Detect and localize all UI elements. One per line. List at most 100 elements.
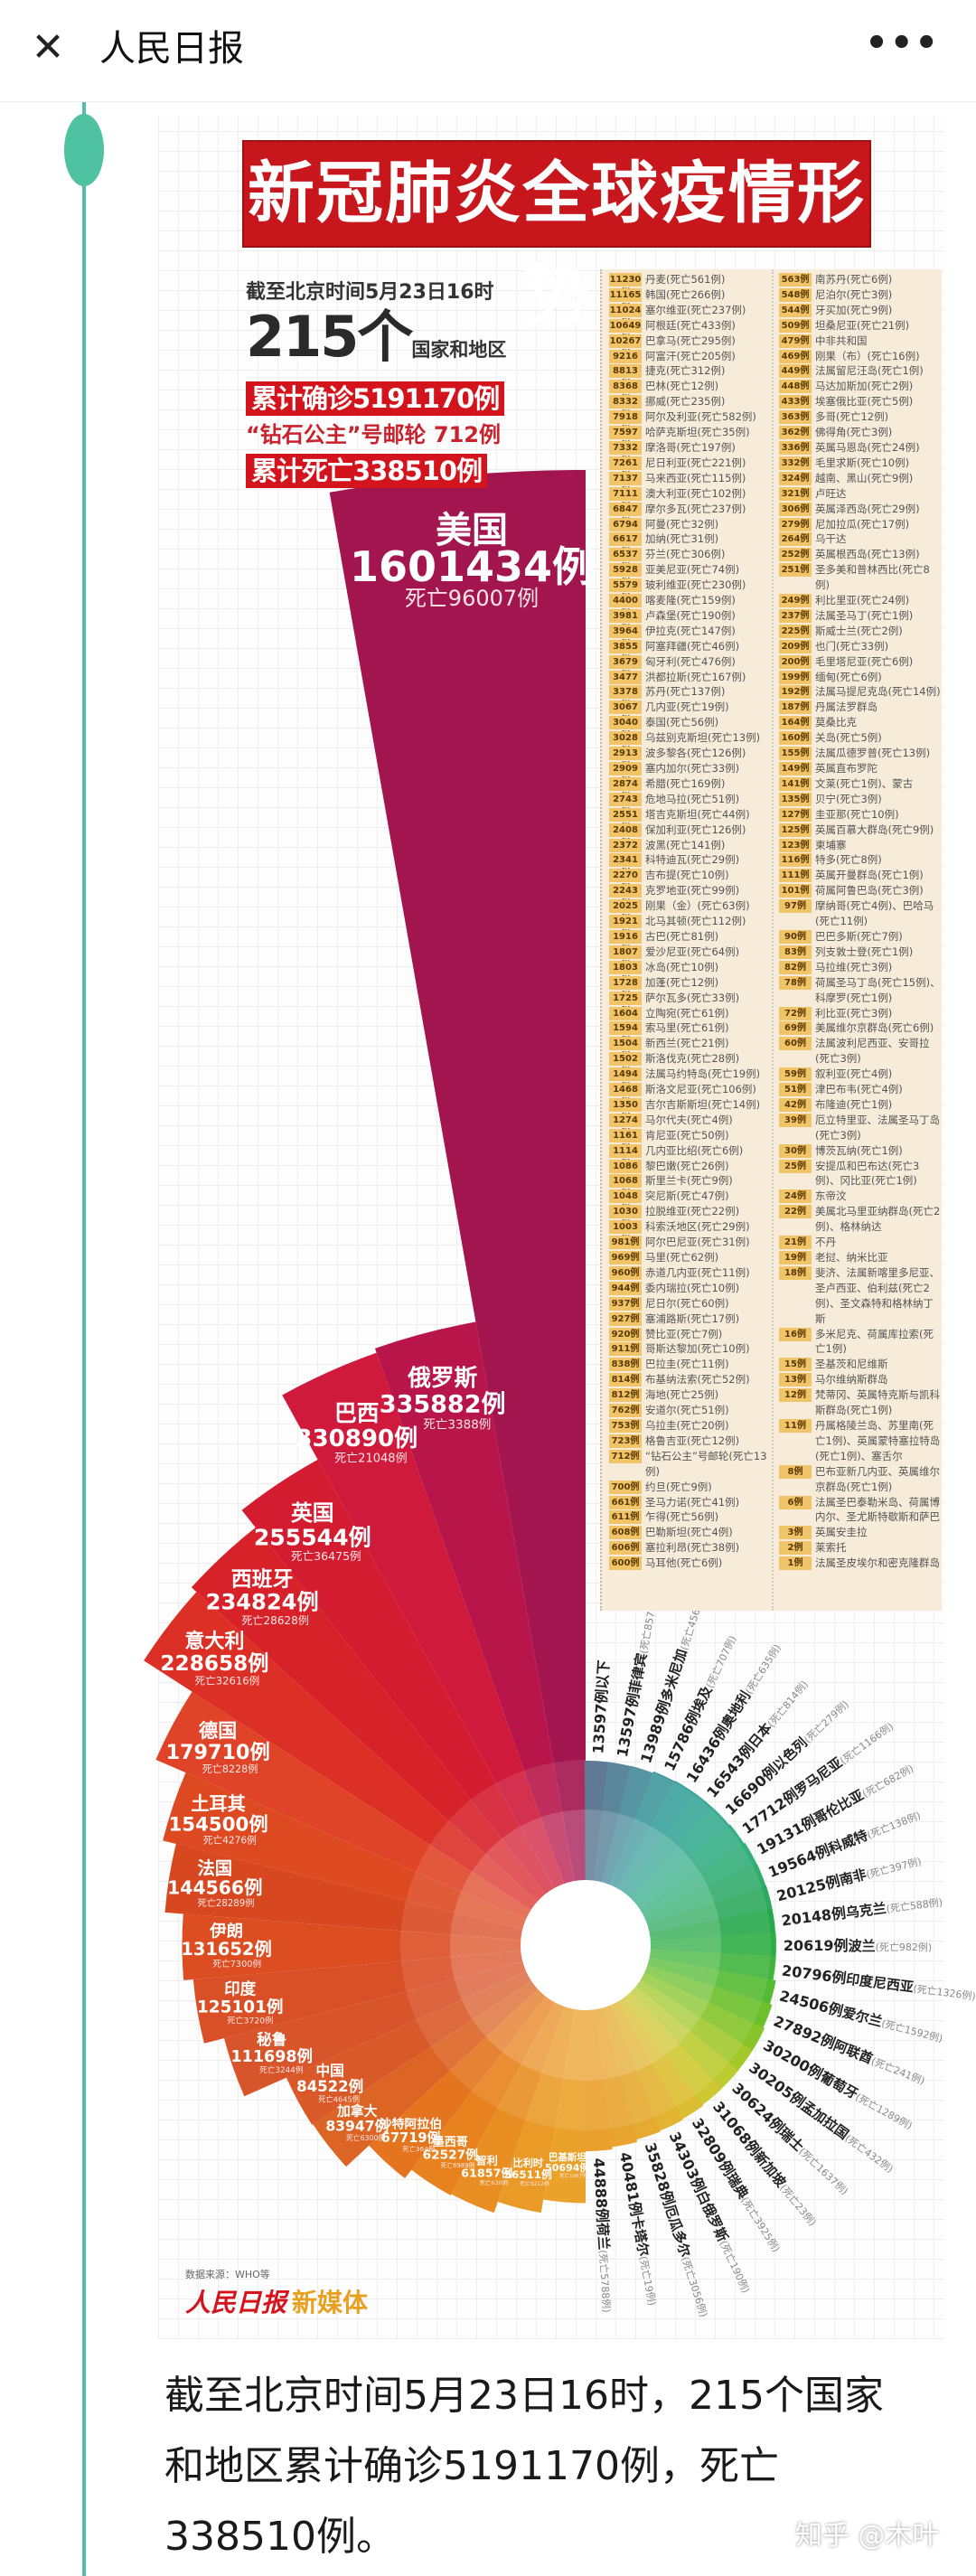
segment-death-count: 死亡3244例 (259, 2064, 304, 2075)
segment-case-count: 154500例 (168, 1813, 267, 1836)
case-count-badge: 3028例 (609, 731, 642, 757)
case-count-badge: 10267例 (609, 334, 642, 360)
country-label: 英属马恩岛(死亡24例) (815, 440, 920, 454)
case-count-badge: 332例 (779, 456, 812, 470)
case-count-badge: 3067例 (609, 700, 642, 726)
country-label: 尼日尔(死亡60例) (645, 1296, 729, 1310)
case-count-badge: 448例 (779, 380, 812, 394)
country-label: 塞浦路斯(死亡17例) (645, 1312, 740, 1325)
radial-label-cases: 40481例 (616, 2150, 645, 2217)
table-row: 1048例突尼斯(死亡47例) (609, 1189, 772, 1215)
country-label: 捷克(死亡312例) (645, 364, 726, 378)
case-count-badge: 1114例 (609, 1143, 642, 1170)
country-label: 梵蒂冈、英属特克斯与凯科斯群岛(死亡1例) (815, 1388, 940, 1417)
case-count-badge: 2341例 (609, 853, 642, 879)
country-label: 布隆迪(死亡1例) (815, 1097, 893, 1111)
country-label: 新西兰(死亡21例) (645, 1037, 729, 1050)
segment-country-name: 沙特阿拉伯 (380, 2116, 443, 2131)
table-row: 225例 斯威士兰(死亡2例) (779, 624, 942, 639)
case-count-badge: 60例 (779, 1037, 812, 1051)
country-label: 摩洛哥(死亡197例) (645, 440, 736, 454)
country-label: 美属维尔京群岛(死亡6例) (815, 1021, 934, 1035)
country-label: 斐济、法属新喀里多尼亚、圣卢西亚、伯利兹(死亡2例)、圣文森特和格林纳丁斯 (815, 1265, 940, 1325)
case-count-badge: 5928例 (609, 563, 642, 588)
table-row: 78例 荷属圣马丁岛(死亡15例)、科摩罗(死亡1例) (779, 975, 942, 1006)
table-row: 21例 不丹 (779, 1235, 942, 1250)
country-label: 多米尼克、荷属库拉索(死亡1例) (815, 1327, 934, 1356)
case-count-badge: 279例 (779, 517, 812, 531)
article-caption: 截至北京时间5月23日16时，215个国家和地区累计确诊5191170例，死亡3… (164, 2373, 884, 2560)
table-row: 116例 特多(死亡8例) (779, 852, 942, 868)
country-label: 塞内加尔(死亡33例) (645, 762, 740, 775)
summary-stats: 截至北京时间5月23日16时 215个国家和地区 累计确诊5191170例 “钻… (246, 280, 598, 488)
case-count-badge: 125例 (779, 823, 812, 837)
case-count-badge: 1604例 (609, 1006, 642, 1032)
case-count-badge: 1494例 (609, 1067, 642, 1093)
case-count-badge: 1468例 (609, 1083, 642, 1108)
case-count-badge: 4400例 (609, 594, 642, 619)
country-label: 希腊(死亡169例) (645, 776, 726, 790)
case-count-badge: 149例 (779, 762, 812, 776)
table-row: 2例 莱索托 (779, 1540, 942, 1556)
wheel-segment-2 (282, 1352, 586, 1945)
table-row: 135例 贝宁(死亡3例) (779, 792, 942, 807)
timeline-dot (64, 114, 104, 186)
segment-country-name: 意大利 (184, 1630, 244, 1653)
country-label: 圣基茨和尼维斯 (815, 1358, 888, 1371)
table-row: 3679例匈牙利(死亡476例) (609, 654, 772, 681)
country-label: 利比亚(死亡3例) (815, 1006, 893, 1020)
case-count-badge: 7918例 (609, 410, 642, 436)
case-count-badge: 1003例 (609, 1220, 642, 1246)
table-row: 6537例芬兰(死亡306例) (609, 547, 772, 573)
radial-label-name: 印度尼西亚 (845, 1971, 915, 1996)
more-icon[interactable]: ••• (865, 23, 940, 64)
country-label: 洪都拉斯(死亡167例) (645, 670, 746, 683)
wheel-segment-16 (451, 1945, 586, 2214)
segment-country-name: 法国 (197, 1858, 232, 1879)
case-count-badge: 509例 (779, 318, 812, 333)
country-label: 毛里求斯(死亡10例) (815, 456, 910, 469)
country-label: 玻利维亚(死亡230例) (645, 578, 746, 592)
case-count-badge: 920例 (609, 1327, 642, 1341)
radial-label-deaths: (死亡1166例) (838, 1720, 896, 1767)
country-label: 马达加斯加(死亡2例) (815, 380, 914, 393)
radial-label-deaths: (死亡19例) (637, 2255, 659, 2307)
radial-label-deaths: (死亡190例) (718, 2239, 753, 2296)
table-row: 10649例阿根廷(死亡433例) (609, 318, 772, 344)
country-label: 萨尔瓦多(死亡33例) (645, 991, 740, 1004)
country-label: 科索沃地区(死亡29例) (645, 1220, 750, 1234)
table-row: 90例 巴巴多斯(死亡7例) (779, 929, 942, 945)
table-row: 321例 卢旺达 (779, 486, 942, 502)
country-label: 乌兹别克斯坦(死亡13例) (645, 731, 761, 745)
country-label: 阿曼(死亡32例) (645, 517, 719, 531)
country-label: 格鲁吉亚(死亡12例) (645, 1434, 740, 1447)
radial-label-deaths: (死亡588例) (886, 1895, 943, 1915)
table-row: 1468例斯洛文尼亚(死亡106例) (609, 1082, 772, 1108)
country-label: 法属留尼汪岛(死亡1例) (815, 364, 924, 378)
case-count-badge: 19例 (779, 1251, 812, 1264)
country-label: 马尔维纳斯群岛 (815, 1373, 888, 1387)
segment-death-count: 死亡4645例 (318, 2094, 360, 2103)
country-label: 阿富汗(死亡205例) (645, 349, 736, 362)
close-icon[interactable]: ✕ (31, 24, 65, 71)
table-row: 611例 乍得(死亡56例) (609, 1509, 772, 1525)
country-label: 布基纳法索(死亡52例) (645, 1373, 750, 1387)
segment-case-count: 125101例 (197, 1997, 283, 2017)
case-count-badge: 6537例 (609, 548, 642, 573)
country-label: 荷属阿鲁巴岛(死亡3例) (815, 884, 924, 898)
country-label: 法属圣皮埃尔和密克隆群岛 (815, 1556, 940, 1570)
case-count-badge: 69例 (779, 1021, 812, 1036)
country-label: 苏丹(死亡137例) (645, 685, 726, 699)
case-count-badge: 155例 (779, 747, 812, 761)
case-count-badge: 101例 (779, 884, 812, 898)
table-row: 155例 法属瓜德罗普(死亡13例) (779, 746, 942, 761)
radial-label-deaths: (死亡279例) (802, 1697, 851, 1745)
table-row: 60例 法属波利尼西亚、安哥拉(死亡3例) (779, 1036, 942, 1067)
case-count-badge: 1274例 (609, 1113, 642, 1139)
segment-country-name: 德国 (199, 1719, 237, 1742)
case-count-badge: 1803例 (609, 960, 642, 986)
table-row: 1350例吉尔吉斯斯坦(死亡14例) (609, 1097, 772, 1123)
segment-death-count: 死亡4276例 (203, 1835, 257, 1847)
case-count-badge: 164例 (779, 716, 812, 730)
case-count-badge: 51例 (779, 1083, 812, 1097)
